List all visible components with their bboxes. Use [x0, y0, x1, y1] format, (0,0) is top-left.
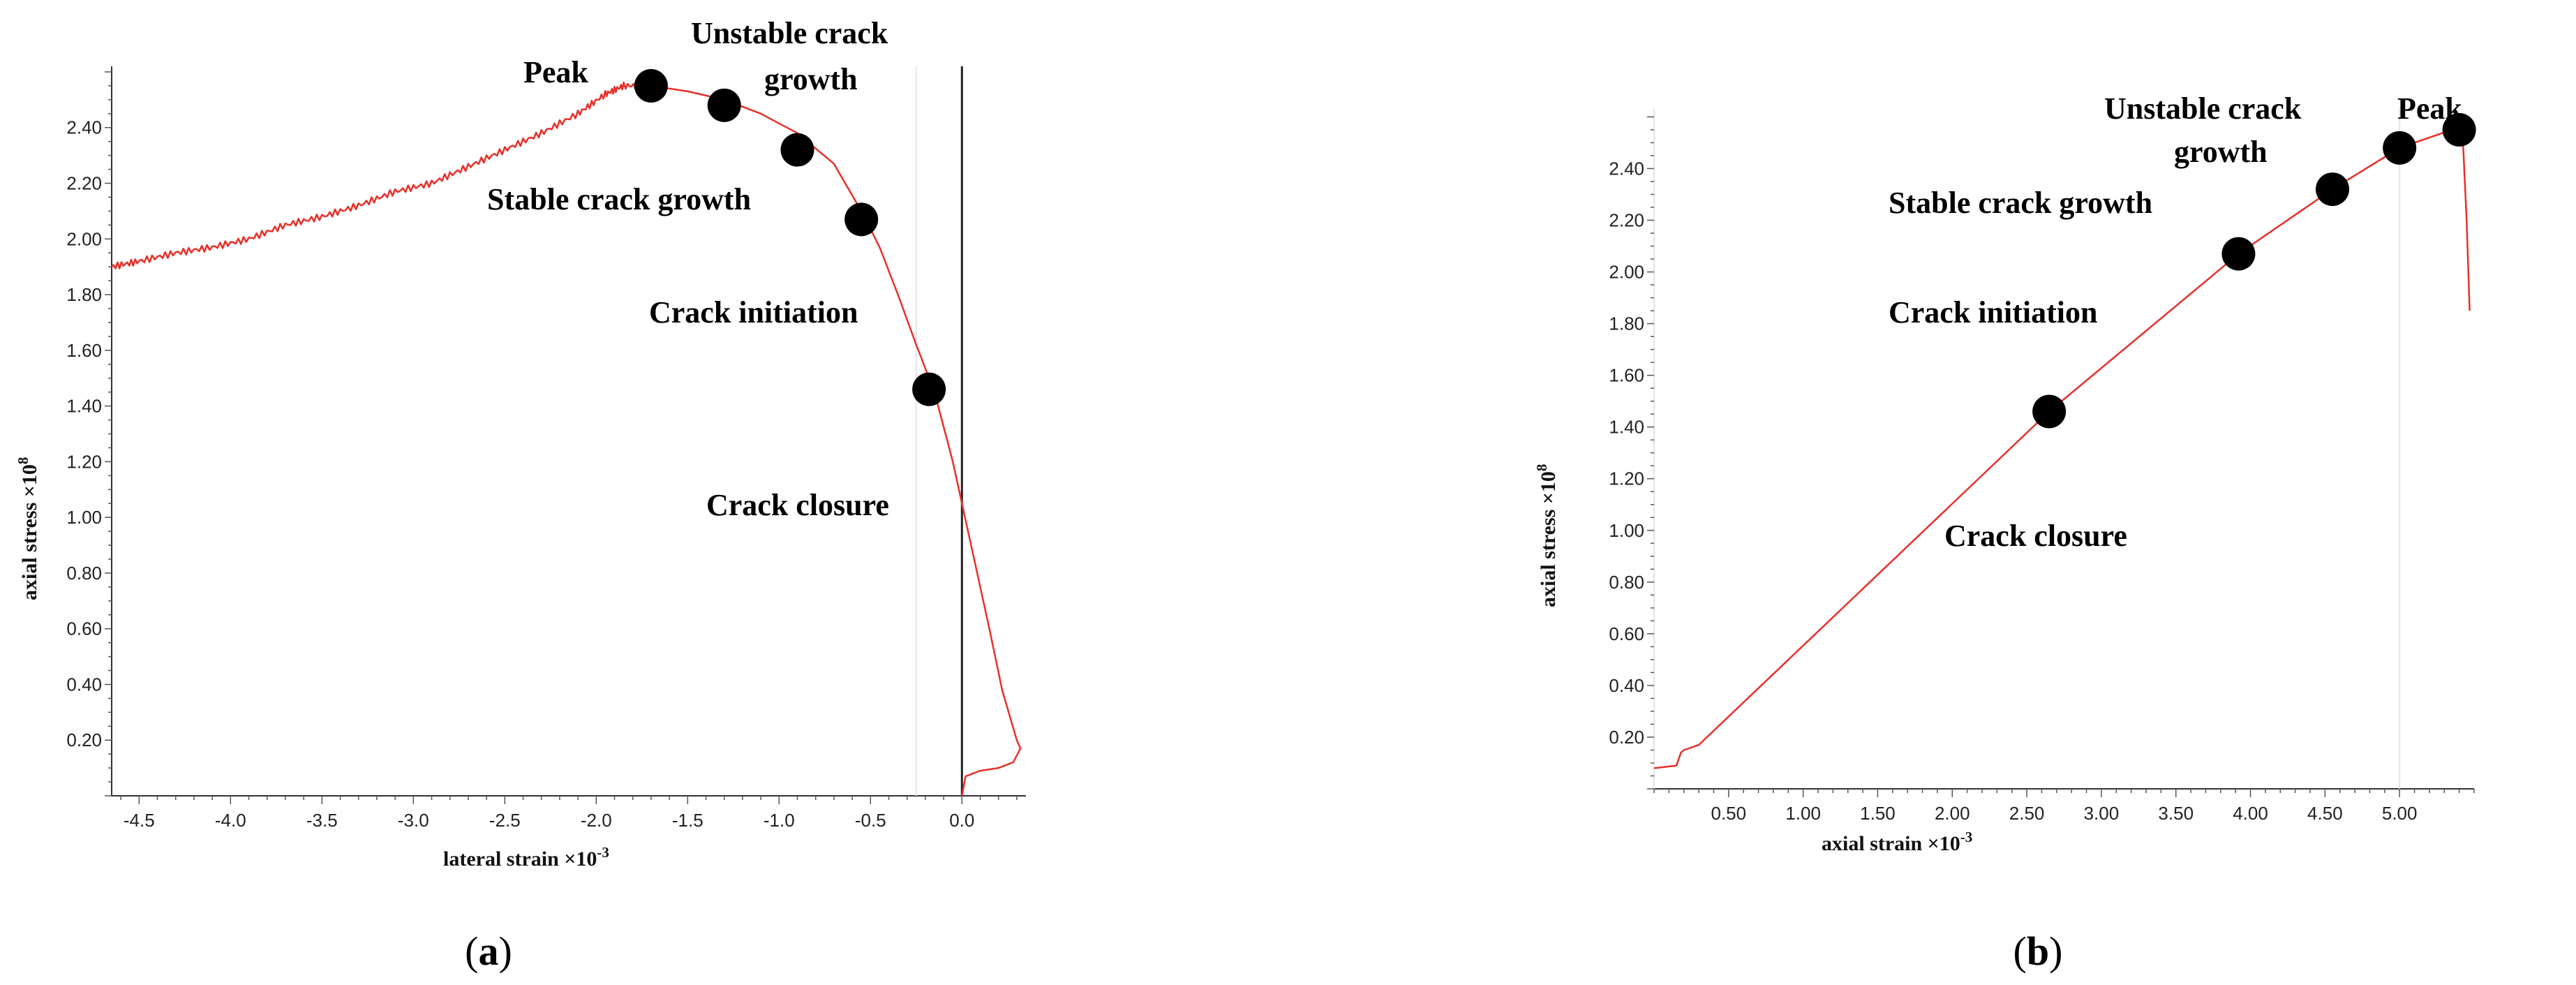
chart-b-x-tick-label: 1.50 [1860, 803, 1896, 824]
chart-a-y-tick-label: 0.40 [66, 674, 102, 695]
chart-b-x-tick-label: 0.50 [1711, 803, 1747, 824]
chart-b-x-tick-label: 1.00 [1785, 803, 1821, 824]
chart-a-y-tick-label: 1.60 [66, 340, 102, 361]
chart-a-y-tick-label: 1.80 [66, 284, 102, 305]
chart-a-y-tick-label: 1.40 [66, 396, 102, 417]
chart-a-point [844, 202, 879, 237]
chart-a-y-tick-label: 1.00 [66, 507, 102, 528]
chart-a-axes [111, 66, 1026, 797]
chart-a-x-tick-label: -0.5 [855, 810, 886, 831]
chart-a-x-tick-label: 0.0 [949, 810, 974, 831]
chart-b-x-tick-label: 4.50 [2307, 803, 2343, 824]
chart-a-y-axis-title: axial stress ×108 [15, 457, 41, 600]
chart-b-y-tick-label: 0.40 [1609, 675, 1644, 696]
panel-a: 0.20 0.40 0.60 0.80 1.00 1.20 1.40 1.60 1.80 2.00… [0, 0, 1061, 985]
chart-b-x-tick-label: 3.00 [2084, 803, 2120, 824]
chart-a-annotation-unstable-1: Unstable crack [691, 16, 888, 50]
chart-b-points [2032, 112, 2476, 429]
chart-b-annotation-stable: Stable crack growth [1889, 186, 2152, 220]
chart-b-annotation-closure: Crack closure [1944, 519, 2127, 553]
chart-b-series-line [1653, 124, 2471, 769]
chart-a-y-tick-label: 0.60 [66, 619, 102, 639]
chart-a-y-tick-label: 1.20 [66, 451, 102, 472]
chart-a-point [707, 88, 741, 122]
chart-b-y-tick-label: 1.00 [1609, 520, 1644, 541]
chart-b-ticks: 0.20 0.40 0.60 0.80 1.00 1.20 1.40 1.60 1.80 2.00… [1609, 116, 2475, 824]
chart-a-y-tick-label: 0.20 [66, 730, 102, 750]
chart-a-y-tick-label: 2.20 [66, 173, 102, 194]
chart-a-x-tick-label: -4.5 [124, 810, 155, 831]
chart-a-ticks: 0.20 0.40 0.60 0.80 1.00 1.20 1.40 1.60 1.80 2.00… [66, 71, 1018, 831]
chart-b-x-tick-label: 5.00 [2382, 803, 2418, 824]
chart-a-points [634, 68, 946, 406]
chart-b-y-tick-label: 0.80 [1609, 572, 1644, 593]
chart-b-y-tick-label: 0.60 [1609, 623, 1644, 644]
chart-b-x-tick-label: 3.50 [2158, 803, 2194, 824]
chart-a-point [634, 68, 668, 103]
chart-a-annotation-initiation: Crack initiation [649, 295, 858, 329]
chart-a-line [111, 81, 1022, 797]
chart-a-annotation-stable: Stable crack growth [487, 182, 751, 216]
chart-a-point [780, 133, 814, 167]
chart-b-point [2316, 172, 2350, 207]
chart-b-y-tick-label: 2.20 [1609, 209, 1644, 230]
chart-b-annotation-unstable-1: Unstable crack [2104, 91, 2302, 126]
chart-b-y-tick-label: 1.80 [1609, 313, 1644, 334]
chart-b-line [1653, 124, 2471, 769]
chart-a-svg: 0.20 0.40 0.60 0.80 1.00 1.20 1.40 1.60 1.80 2.00… [15, 16, 1026, 974]
chart-b-y-tick-label: 0.20 [1609, 727, 1644, 748]
chart-b-point [2221, 237, 2256, 271]
chart-b-caption: (b) [2013, 928, 2063, 974]
chart-a-caption: (a) [465, 928, 512, 974]
chart-a-y-tick-label: 2.00 [66, 228, 102, 249]
chart-b-x-axis-title: axial strain ×10-3 [1822, 829, 1972, 855]
chart-a-x-tick-label: -2.0 [581, 810, 612, 831]
chart-b-x-tick-label: 4.00 [2233, 803, 2268, 824]
chart-b-x-tick-label: 2.50 [2009, 803, 2045, 824]
chart-b-annotation-initiation: Crack initiation [1889, 295, 2097, 329]
chart-b-point [2383, 131, 2417, 165]
chart-b-annotation-unstable-2: growth [2174, 135, 2268, 169]
chart-b-y-axis-title: axial stress ×108 [1535, 464, 1560, 607]
chart-a-series-line [111, 81, 1022, 797]
chart-b-svg: 0.20 0.40 0.60 0.80 1.00 1.20 1.40 1.60 1.80 2.00… [1535, 91, 2476, 974]
chart-a-x-tick-label: -1.0 [764, 810, 795, 831]
chart-a-y-tick-label: 0.80 [66, 563, 102, 584]
chart-a-y-tick-label: 2.40 [66, 117, 102, 138]
chart-a-x-tick-label: -3.5 [306, 810, 338, 831]
chart-a-annotation-unstable-2: growth [764, 62, 858, 96]
chart-b-point [2442, 112, 2476, 147]
chart-b-point [2032, 394, 2067, 429]
chart-a-point [912, 372, 946, 406]
chart-b-y-tick-label: 1.40 [1609, 417, 1644, 438]
chart-a-annotation-peak: Peak [523, 55, 588, 89]
chart-b-y-tick-label: 2.40 [1609, 158, 1644, 179]
chart-b-x-tick-label: 2.00 [1935, 803, 1970, 824]
chart-b-annotation-peak: Peak [2397, 91, 2462, 126]
chart-a-annotation-closure: Crack closure [706, 488, 889, 522]
chart-a-x-tick-label: -1.5 [672, 810, 703, 831]
chart-b-y-tick-label: 2.00 [1609, 262, 1644, 283]
panel-b: 0.20 0.40 0.60 0.80 1.00 1.20 1.40 1.60 1.80 2.00… [1535, 0, 2576, 985]
chart-b-axes [1653, 108, 2474, 790]
chart-a-x-axis-title: lateral strain ×10-3 [443, 844, 609, 871]
chart-a-x-tick-label: -2.5 [489, 810, 521, 831]
chart-b-y-tick-label: 1.60 [1609, 365, 1644, 386]
chart-a-x-tick-label: -3.0 [398, 810, 429, 831]
chart-b-y-tick-label: 1.20 [1609, 468, 1644, 489]
chart-a-x-tick-label: -4.0 [215, 810, 246, 831]
